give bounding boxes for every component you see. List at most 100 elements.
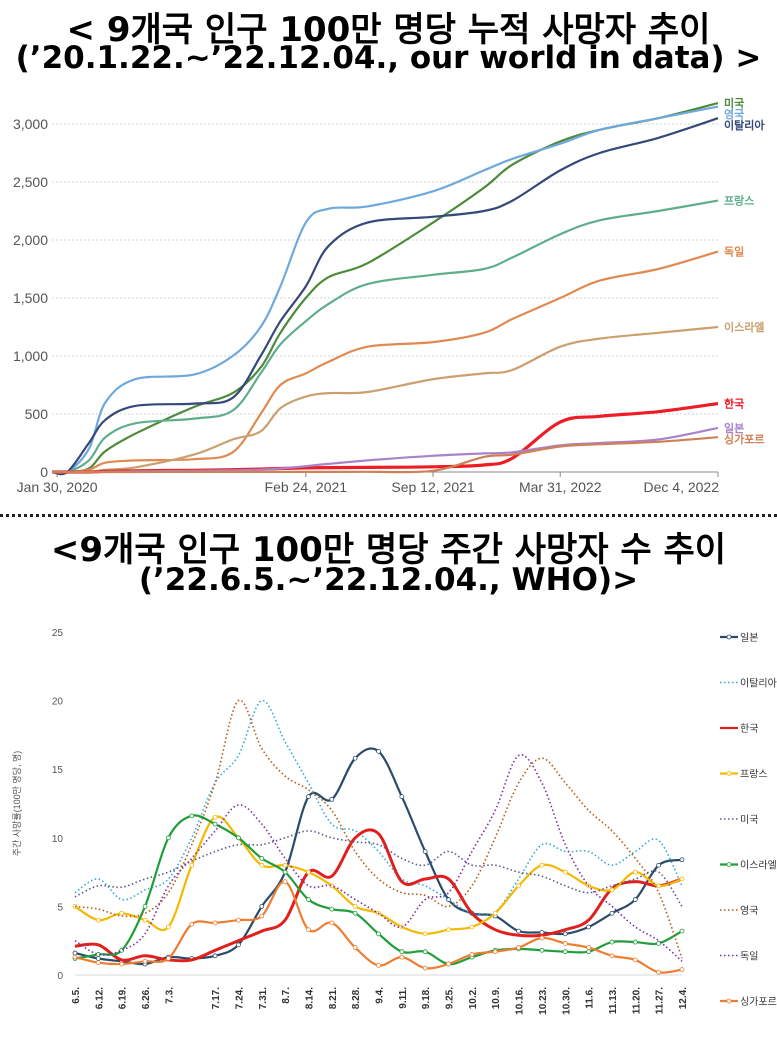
data-point [189,813,195,819]
x-tick-label: 9.11. [398,987,409,1009]
data-point [259,862,265,868]
data-point [282,862,288,868]
data-point [656,862,662,868]
data-point [95,956,101,961]
x-tick-label: 6.26. [141,987,152,1009]
data-point [632,869,638,875]
data-point [376,931,381,937]
data-point [399,949,405,955]
legend-marker [726,998,732,1004]
x-tick-label: Sep 12, 2021 [391,479,475,495]
legend-label: 싱가포르 [740,996,777,1008]
series-label: 한국 [724,397,744,411]
data-point [586,924,592,930]
series-label: 이스라엘 [724,320,764,334]
y-tick-label: 10 [52,834,64,845]
series-line-프랑스 [51,199,719,474]
y-tick-label: 0 [57,971,63,982]
series-label: 일본 [724,421,744,435]
data-point [212,821,218,827]
data-point [72,950,78,956]
data-point [142,958,148,964]
data-point [539,862,545,868]
data-point [352,903,358,909]
series-line-싱가포르 [52,436,719,474]
data-point [352,945,358,950]
data-point [142,917,148,923]
data-point [282,869,288,875]
data-point [656,883,662,889]
data-point [679,967,685,972]
y-tick-label: 25 [52,628,64,639]
data-point [329,920,335,926]
data-point [306,927,311,933]
legend-label: 프랑스 [740,769,768,781]
series-label: 이탈리아 [724,118,765,132]
x-tick-label: 6.12. [94,987,105,1009]
data-point [422,949,428,955]
x-tick-label: 8.14. [304,987,315,1009]
legend-label: 이탈리아 [740,677,777,690]
bottom-chart-subtitle: (’22.6.5.~’22.12.04., WHO)> [138,562,639,598]
data-point [236,942,241,948]
series-label: 싱가포르 [724,432,764,446]
series-line-이스라엘 [52,325,719,474]
y-tick-label: 20 [52,697,64,708]
data-point [492,949,498,955]
data-point [95,960,101,966]
x-tick-label: 11.27. [655,987,666,1014]
data-point [236,917,241,923]
data-point [469,924,475,930]
data-point [352,910,358,916]
top-chart-subtitle: (’20.1.22.~’22.12.04., our world in data… [15,40,762,76]
data-point [212,814,218,820]
legend-label: 영국 [740,905,758,917]
legend-marker [726,862,732,867]
x-tick-label: Dec 4, 2022 [644,479,720,495]
data-point [306,869,311,875]
data-point [399,794,405,800]
series-line-영국 [74,699,683,959]
legend-label: 이스라엘 [740,859,777,872]
data-point [189,862,195,868]
data-point [329,796,335,802]
data-point [609,953,615,959]
data-point [446,927,451,933]
x-tick-label: 10.9. [491,987,502,1009]
data-point [632,957,638,963]
x-tick-label: 11.13. [608,987,619,1014]
data-point [212,953,218,959]
x-tick-label: 9.4. [375,987,386,1004]
data-point [562,949,568,955]
section-divider [0,514,777,517]
legend-label: 일본 [740,632,758,644]
series-line-독일 [51,250,719,474]
series-label: 프랑스 [724,195,754,208]
x-tick-label: 9.25. [445,987,456,1009]
data-point [656,969,662,975]
y-tick-label: 1,500 [13,290,48,306]
x-tick-label: 10.2. [468,987,479,1009]
y-tick-label: 15 [52,765,64,776]
data-point [399,954,405,960]
data-point [212,920,218,926]
y-tick-label: 0 [40,464,48,480]
x-tick-label: Jan 30, 2020 [17,479,98,495]
series-label: 미국 [724,96,744,110]
data-point [422,931,428,937]
data-point [632,897,638,902]
data-point [119,961,125,967]
x-tick-label: 9.18. [421,987,432,1009]
data-point [259,913,265,919]
data-point [376,748,381,754]
x-tick-label: 10.16. [515,987,526,1015]
data-point [679,876,685,882]
data-point [562,869,568,875]
data-point [516,883,521,889]
data-point [306,794,311,800]
x-tick-label: 11.20. [631,987,642,1014]
weekly-deaths-chart: 0 5 10 15 20 25 주간 사망률(100만 명당, 명) 6.5. 6.12. 6.1… [12,628,777,1015]
data-point [586,949,592,955]
data-point [609,910,615,916]
data-point [282,879,288,885]
